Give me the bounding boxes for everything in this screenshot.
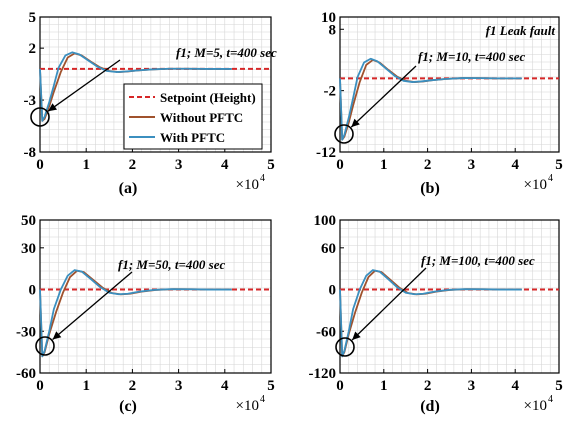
- x-multiplier-exponent: 4: [548, 173, 553, 184]
- x-tick-label: 1: [380, 378, 388, 394]
- x-multiplier-exponent: 4: [260, 173, 265, 184]
- x-tick-label: 3: [468, 378, 476, 394]
- x-tick-label: 5: [555, 157, 563, 173]
- annotation-arrow: [52, 271, 133, 341]
- fault-circle: [334, 124, 354, 144]
- y-tick-label: -8: [24, 145, 37, 161]
- x-tick-label: 2: [424, 378, 432, 394]
- x-tick-label: 2: [424, 157, 432, 173]
- x-multiplier: ×10: [524, 398, 547, 414]
- x-tick-label: 0: [36, 378, 44, 394]
- x-multiplier-exponent: 4: [260, 394, 265, 405]
- y-tick-label: 0: [329, 283, 337, 299]
- x-tick-label: 4: [511, 157, 519, 173]
- x-tick-label: 2: [129, 157, 137, 173]
- x-tick-label: 1: [82, 378, 90, 394]
- legend: Setpoint (Height) Without PFTC With PFTC: [123, 83, 263, 150]
- annotation-arrow: [350, 65, 417, 128]
- x-tick-label: 1: [82, 157, 90, 173]
- y-tick-label: 100: [314, 213, 337, 229]
- series-line-with-pftc: [339, 269, 522, 358]
- y-tick-label: -120: [309, 366, 337, 382]
- series-line-with-pftc: [339, 57, 522, 141]
- y-tick-label: 60: [321, 241, 336, 257]
- x-tick-label: 4: [221, 157, 229, 173]
- series-line-without-pftc: [339, 59, 522, 141]
- annotation-arrowhead: [352, 331, 361, 341]
- fault-circle: [35, 336, 55, 356]
- y-tick-label: 10: [321, 10, 336, 26]
- x-tick-label: 4: [221, 378, 229, 394]
- x-tick-label: 0: [336, 378, 344, 394]
- annotation-arrowhead: [48, 103, 58, 112]
- x-tick-label: 5: [267, 157, 275, 173]
- x-tick-label: 5: [267, 378, 275, 394]
- y-tick-label: 5: [29, 10, 37, 26]
- x-tick-label: 3: [468, 157, 476, 173]
- series-line-with-pftc: [39, 51, 232, 122]
- annotation-arrow: [351, 267, 427, 341]
- x-multiplier: ×10: [236, 177, 259, 193]
- y-tick-label: 0: [29, 283, 37, 299]
- x-tick-label: 5: [555, 378, 563, 394]
- y-tick-label: 50: [21, 213, 36, 229]
- annotation-arrowhead: [52, 331, 62, 340]
- annotation-arrow: [47, 59, 121, 112]
- annotation-text: f1; M=100, t=400 sec: [421, 253, 535, 268]
- y-tick-label: 30: [21, 241, 36, 257]
- panel-label: (b): [420, 180, 440, 197]
- panel-title: f1 Leak fault: [486, 23, 556, 38]
- y-tick-label: -3: [24, 93, 37, 109]
- fault-circle: [335, 337, 355, 357]
- y-tick-label: -60: [316, 324, 336, 340]
- legend-label: Setpoint (Height): [160, 90, 256, 105]
- x-multiplier: ×10: [524, 177, 547, 193]
- x-tick-label: 2: [129, 378, 137, 394]
- annotation-text: f1; M=50, t=400 sec: [118, 257, 225, 272]
- x-tick-label: 0: [36, 157, 44, 173]
- x-tick-label: 4: [511, 378, 519, 394]
- legend-label: With PFTC: [160, 130, 225, 145]
- panel-label: (a): [119, 180, 138, 197]
- x-multiplier-exponent: 4: [548, 394, 553, 405]
- x-tick-label: 3: [175, 378, 183, 394]
- y-tick-label: 8: [329, 22, 337, 38]
- x-tick-label: 3: [175, 157, 183, 173]
- y-tick-label: -30: [16, 324, 36, 340]
- y-tick-label: -60: [16, 366, 36, 382]
- x-tick-label: 0: [336, 157, 344, 173]
- y-tick-label: 2: [29, 41, 37, 57]
- series-line-with-pftc: [39, 269, 232, 358]
- legend-label: Without PFTC: [160, 110, 243, 125]
- annotation-text: f1; M=5, t=400 sec: [176, 45, 277, 60]
- annotation-text: f1; M=10, t=400 sec: [418, 49, 525, 64]
- x-multiplier: ×10: [236, 398, 259, 414]
- y-tick-label: -12: [316, 145, 336, 161]
- annotation-arrowhead: [351, 118, 360, 128]
- panel-label: (d): [420, 398, 440, 415]
- panel-label: (c): [119, 398, 137, 415]
- fault-circle: [30, 107, 50, 127]
- x-tick-label: 1: [380, 157, 388, 173]
- y-tick-label: -2: [324, 84, 337, 100]
